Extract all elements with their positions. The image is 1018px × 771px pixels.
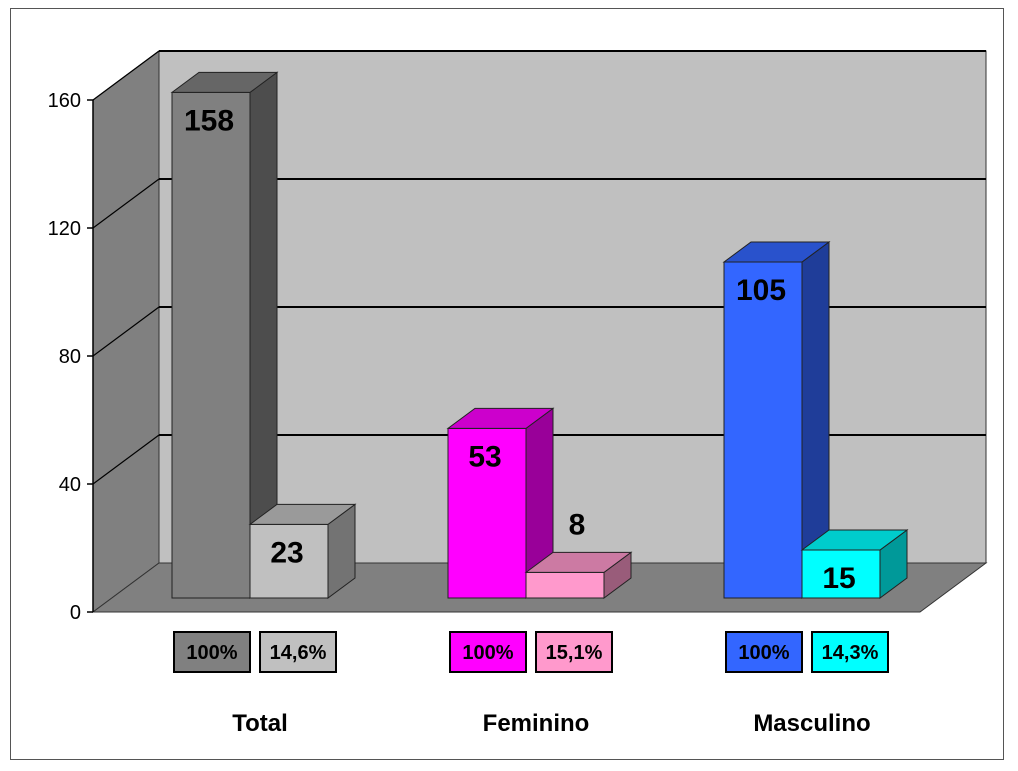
bar-front bbox=[447, 427, 527, 599]
y-tick-label: 120 bbox=[48, 218, 81, 240]
percent-badge-label: 100% bbox=[186, 642, 237, 664]
bars: 158 23 53 8 105 15 bbox=[170, 71, 909, 599]
bar-total-total: 158 bbox=[170, 71, 279, 599]
chart-frame bbox=[10, 8, 1004, 760]
percent-badge-label: 100% bbox=[462, 642, 513, 664]
y-tick-label: 160 bbox=[48, 90, 81, 112]
bar-masculino-total: 105 bbox=[722, 241, 831, 599]
bar-value-label: 53 bbox=[468, 440, 501, 473]
gridline-side bbox=[92, 434, 160, 485]
y-tick-label: 0 bbox=[70, 602, 81, 624]
x-axis-labels: Total Feminino Masculino bbox=[232, 710, 870, 737]
x-category-label: Masculino bbox=[753, 710, 870, 737]
x-category-label: Feminino bbox=[483, 710, 590, 737]
bar-top bbox=[524, 551, 633, 573]
bar-value-label: 23 bbox=[270, 536, 303, 569]
percent-badge-label: 14,6% bbox=[270, 642, 327, 664]
percent-badge-box bbox=[449, 631, 527, 673]
percent-badge: 100% bbox=[173, 631, 251, 673]
bar-top bbox=[722, 241, 831, 263]
percent-badge: 14,3% bbox=[811, 631, 889, 673]
bar-top bbox=[170, 71, 279, 93]
bar-total-part: 23 bbox=[248, 503, 357, 599]
percent-badge-label: 15,1% bbox=[546, 642, 603, 664]
percent-badge: 15,1% bbox=[535, 631, 613, 673]
gridline-side bbox=[92, 50, 160, 101]
bar-top bbox=[446, 407, 555, 429]
bar-front bbox=[525, 571, 605, 599]
percent-badge-box bbox=[535, 631, 613, 673]
bar-feminino-part: 8 bbox=[524, 508, 633, 599]
percent-badge: 14,6% bbox=[259, 631, 337, 673]
percent-badge: 100% bbox=[725, 631, 803, 673]
bar-front bbox=[249, 523, 329, 599]
y-tick-label: 40 bbox=[59, 474, 81, 496]
bar-value-label: 8 bbox=[569, 508, 586, 541]
percent-badge-label: 100% bbox=[738, 642, 789, 664]
bar-top bbox=[800, 529, 909, 551]
gridline-side bbox=[92, 178, 160, 229]
bar-masculino-part: 15 bbox=[800, 529, 909, 599]
bar-value-label: 15 bbox=[822, 562, 855, 595]
percent-badge-box bbox=[259, 631, 337, 673]
gridlines bbox=[92, 50, 986, 485]
bar-value-label: 105 bbox=[736, 274, 786, 307]
y-tick-label: 80 bbox=[59, 346, 81, 368]
bar-front bbox=[723, 261, 803, 599]
bar-front bbox=[171, 91, 251, 599]
y-axis: 0 40 80 120 160 bbox=[48, 90, 94, 624]
percent-badge-box bbox=[811, 631, 889, 673]
bar-front bbox=[801, 549, 881, 599]
percent-badge-box bbox=[173, 631, 251, 673]
bar-value-label: 158 bbox=[184, 104, 234, 137]
percent-labels: 100% 14,6% 100% 15,1% 100% 14,3% bbox=[173, 631, 889, 673]
percent-badge-box bbox=[725, 631, 803, 673]
x-category-label: Total bbox=[232, 710, 288, 737]
bar-feminino-total: 53 bbox=[446, 407, 555, 599]
percent-badge-label: 14,3% bbox=[822, 642, 879, 664]
percent-badge: 100% bbox=[449, 631, 527, 673]
gridline-side bbox=[92, 306, 160, 357]
bar-top bbox=[248, 503, 357, 525]
